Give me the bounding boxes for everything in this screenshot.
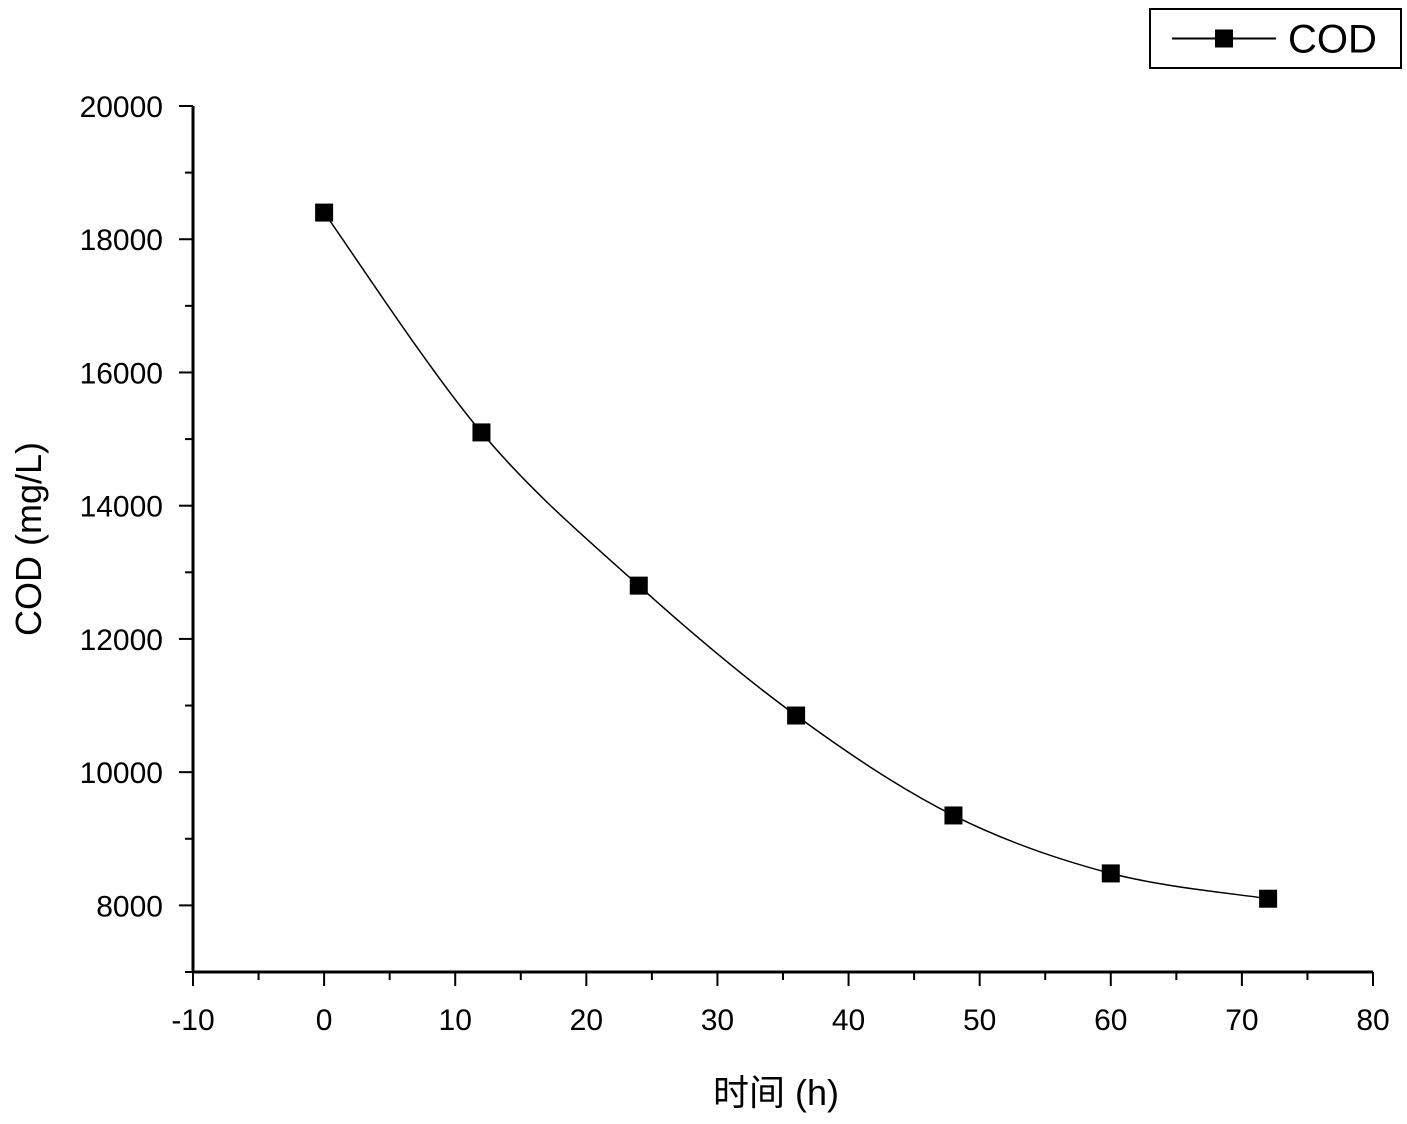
x-ticks: -10 0 10 20 30 40 50 60 70 80 bbox=[171, 972, 1390, 1037]
y-tick-label: 14000 bbox=[80, 491, 163, 524]
x-tick-label: 80 bbox=[1356, 1004, 1389, 1037]
data-point-marker bbox=[472, 423, 491, 442]
x-tick-label: 70 bbox=[1225, 1004, 1258, 1037]
x-tick-label: 40 bbox=[832, 1004, 865, 1037]
x-axis: -10 0 10 20 30 40 50 60 70 80 bbox=[171, 970, 1390, 1037]
y-tick-label: 12000 bbox=[80, 624, 163, 657]
data-point-marker bbox=[629, 576, 648, 595]
x-tick-label: 0 bbox=[316, 1004, 333, 1037]
y-tick-label: 8000 bbox=[96, 890, 163, 923]
data-point-marker bbox=[1101, 864, 1120, 883]
x-tick-label: 50 bbox=[963, 1004, 996, 1037]
y-axis: 8000 10000 12000 14000 16000 18000 20000 bbox=[80, 91, 195, 973]
y-tick-label: 20000 bbox=[80, 91, 163, 124]
x-tick-label: -10 bbox=[171, 1004, 214, 1037]
x-tick-label: 60 bbox=[1094, 1004, 1127, 1037]
series-layer bbox=[315, 203, 1278, 908]
x-tick-label: 10 bbox=[439, 1004, 472, 1037]
legend-label: COD bbox=[1288, 18, 1377, 62]
x-tick-label: 30 bbox=[701, 1004, 734, 1037]
data-point-marker bbox=[944, 806, 963, 825]
y-tick-label: 18000 bbox=[80, 224, 163, 257]
y-tick-label: 16000 bbox=[80, 357, 163, 390]
data-point-marker bbox=[1259, 889, 1278, 908]
x-tick-label: 20 bbox=[570, 1004, 603, 1037]
x-axis-title: 时间 (h) bbox=[713, 1072, 839, 1113]
y-tick-label: 10000 bbox=[80, 757, 163, 790]
legend-marker-square bbox=[1215, 29, 1233, 48]
y-ticks: 8000 10000 12000 14000 16000 18000 20000 bbox=[80, 91, 193, 973]
data-point-marker bbox=[315, 203, 334, 222]
data-point-marker bbox=[787, 706, 806, 725]
y-axis-title: COD (mg/L) bbox=[8, 442, 49, 636]
legend: COD bbox=[1149, 8, 1402, 69]
